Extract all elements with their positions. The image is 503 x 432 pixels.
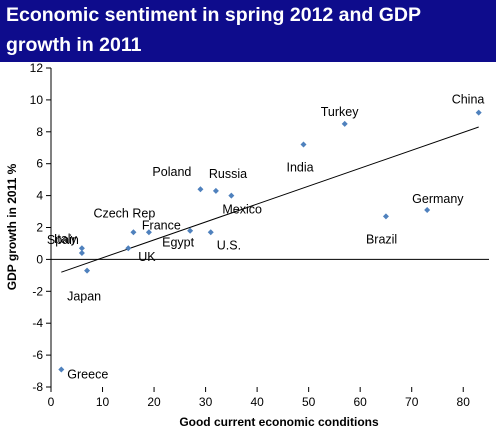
point-label: China (452, 93, 485, 107)
data-points (58, 109, 482, 373)
data-point-mexico (228, 192, 235, 199)
point-label: Poland (152, 165, 191, 179)
y-tick-label: -4 (32, 316, 43, 330)
y-tick-label: 0 (36, 252, 43, 266)
point-label: Japan (67, 290, 101, 304)
x-tick-label: 60 (353, 395, 367, 409)
y-tick-label: -8 (32, 380, 43, 394)
chart-title-line-2: growth in 2011 (6, 34, 142, 56)
data-point-czech-rep (130, 229, 137, 236)
x-axis-label: Good current economic conditions (179, 415, 379, 429)
data-point-italy (78, 250, 85, 257)
point-label: Greece (67, 367, 108, 381)
chart-title-bar: Economic sentiment in spring 2012 and GD… (0, 0, 496, 62)
y-tick-label: 4 (36, 189, 43, 203)
point-label: India (286, 161, 313, 175)
point-label: U.S. (217, 238, 241, 252)
point-labels: China Turkey India Poland Russia Mexico German… (47, 93, 484, 382)
data-point-egypt (187, 227, 194, 234)
data-point-china (475, 109, 482, 116)
y-tick-label: 2 (36, 221, 43, 235)
point-label: Mexico (222, 203, 262, 217)
data-point-u-s- (207, 229, 214, 236)
axes: -8 -6 -4 -2 0 2 4 6 8 10 12 0 10 20 30 40 50 60 70 80 (30, 61, 489, 409)
x-tick-label: 30 (199, 395, 213, 409)
point-label: UK (138, 250, 156, 264)
data-point-france (145, 229, 152, 236)
data-point-spain (78, 245, 85, 252)
data-point-greece (58, 366, 65, 373)
point-label: Russia (209, 167, 247, 181)
x-tick-label: 40 (250, 395, 264, 409)
y-axis-label: GDP growth in 2011 % (5, 163, 19, 290)
x-tick-label: 0 (48, 395, 55, 409)
x-tick-label: 80 (457, 395, 471, 409)
chart-title-line-1: Economic sentiment in spring 2012 and GD… (6, 4, 422, 26)
data-point-russia (212, 187, 219, 194)
data-point-poland (197, 186, 204, 193)
y-tick-label: 12 (30, 61, 44, 75)
y-tick-label: -6 (32, 348, 43, 362)
x-tick-label: 10 (96, 395, 110, 409)
point-label: Egypt (162, 236, 194, 250)
y-tick-label: 10 (30, 93, 44, 107)
point-label: Spain (47, 233, 79, 247)
y-tick-label: 8 (36, 125, 43, 139)
data-point-india (300, 141, 307, 148)
point-label: Germany (412, 192, 464, 206)
data-point-uk (125, 245, 132, 252)
point-label: Turkey (321, 105, 359, 119)
y-tick-label: 6 (36, 157, 43, 171)
point-label: Czech Rep (93, 206, 155, 220)
point-label: Brazil (366, 232, 397, 246)
x-tick-label: 70 (405, 395, 419, 409)
data-point-japan (84, 267, 91, 274)
data-point-germany (424, 206, 431, 213)
data-point-brazil (382, 213, 389, 220)
point-label: Italy (54, 232, 78, 246)
x-tick-label: 20 (147, 395, 161, 409)
point-label: France (142, 218, 181, 232)
y-tick-label: -2 (32, 284, 43, 298)
data-point-turkey (341, 120, 348, 127)
x-tick-label: 50 (302, 395, 316, 409)
